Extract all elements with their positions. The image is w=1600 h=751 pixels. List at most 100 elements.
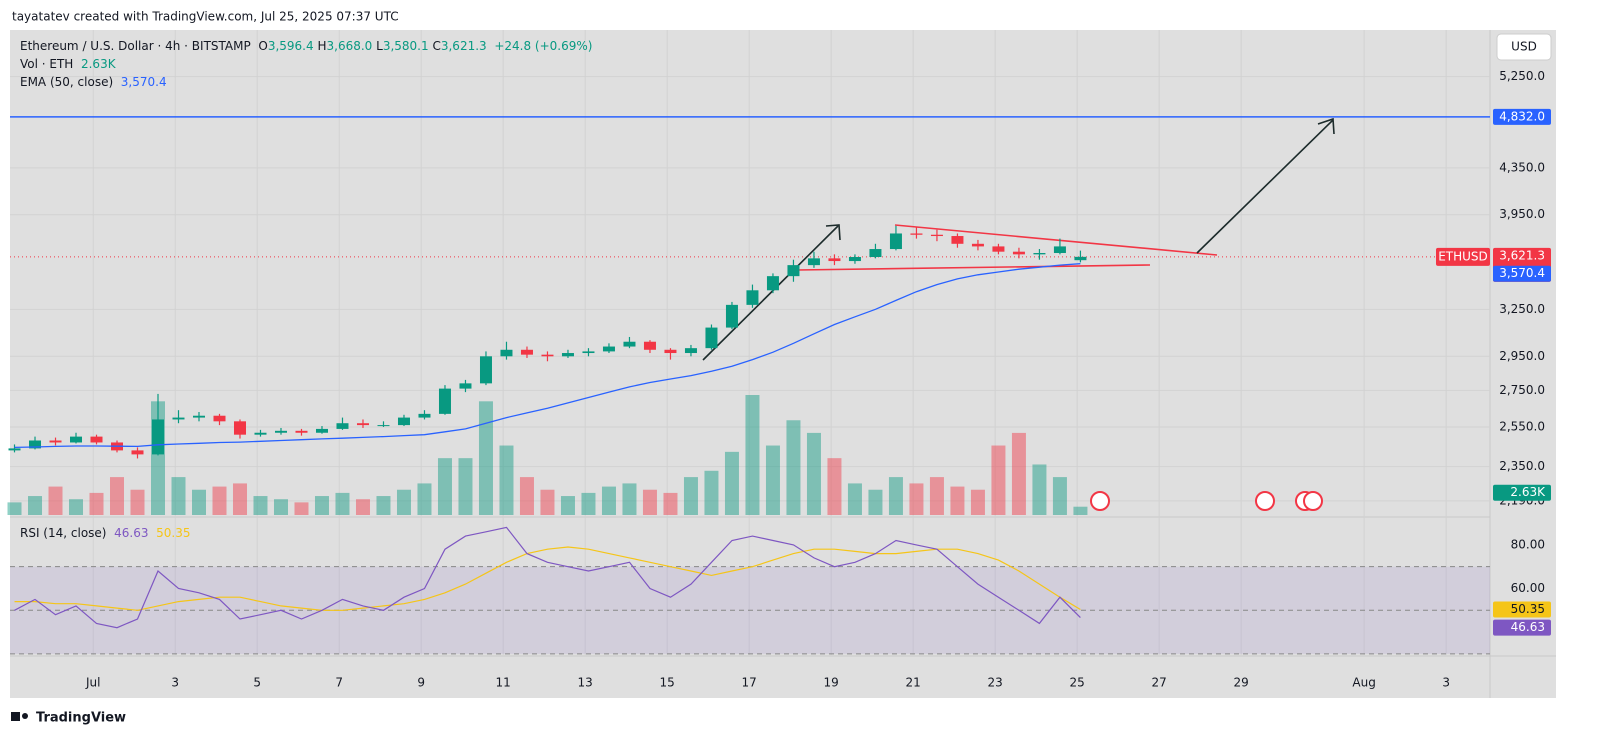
change: +24.8 (+0.69%) (494, 39, 593, 53)
candle-body (623, 341, 636, 347)
volume-bar (1052, 477, 1067, 515)
attribution: tayatatev created with TradingView.com, … (12, 10, 399, 24)
volume-bar (294, 502, 309, 515)
volume-bar (48, 486, 63, 515)
volume-bar (765, 445, 780, 515)
volume-bar (69, 499, 84, 515)
candle-body (418, 413, 431, 418)
candle-body (541, 354, 554, 357)
legend-label: EMA (50, close) (20, 75, 114, 89)
volume-bar (396, 489, 411, 515)
ohlc-value: 3,621.3 (440, 39, 487, 53)
ohlc-key: O (258, 39, 268, 53)
volume-bar (499, 445, 514, 515)
candle-body (70, 436, 83, 443)
event-icon[interactable] (1255, 491, 1275, 511)
x-tick-label: 23 (988, 676, 1003, 690)
candle-body (479, 356, 492, 384)
symbol-label-bg (1436, 247, 1490, 266)
rsi-ma-line (14, 546, 1081, 611)
candle-body (930, 234, 943, 237)
x-tick-label: 15 (660, 676, 675, 690)
legend-value: 2.63K (80, 57, 116, 71)
event-icon[interactable] (1303, 491, 1323, 511)
candle-body (274, 430, 287, 433)
candle-body (459, 383, 472, 389)
legend-ema: EMA (50, close) 3,570.4 (20, 75, 167, 89)
volume-bar (519, 477, 534, 515)
ema-label-bg (1493, 265, 1551, 282)
candle-body (49, 440, 62, 443)
ohlc: O3,596.4 H3,668.0 L3,580.1 C3,621.3 +24.… (255, 39, 593, 53)
volume-bar (724, 451, 739, 515)
ohlc-value: 3,596.4 (267, 39, 314, 53)
y-tick-label: 4,350.0 (1499, 160, 1545, 174)
y-tick-label: 2,750.0 (1499, 383, 1545, 397)
x-tick-label: 5 (253, 676, 261, 690)
volume-bar (130, 489, 145, 515)
candle-body (356, 423, 369, 426)
x-tick-label: 13 (578, 676, 593, 690)
candle-body (336, 423, 349, 429)
candle-body (295, 430, 308, 433)
candle-body (889, 233, 902, 250)
volume-bar (1073, 506, 1088, 515)
y-tick-label: 5,250.0 (1499, 69, 1545, 83)
ohlc-value: 3,668.0 (326, 39, 373, 53)
legend-label: Vol · ETH (20, 57, 74, 71)
volume-bar (888, 477, 903, 515)
x-tick-label: 3 (1442, 676, 1450, 690)
rsi-label-bg (1493, 619, 1551, 636)
volume-bar (1032, 464, 1047, 515)
volume-bar (745, 395, 760, 515)
legend-value: 3,570.4 (120, 75, 167, 89)
volume-bar (786, 420, 801, 515)
trend-arrow (702, 225, 839, 361)
x-tick-label: 17 (742, 676, 757, 690)
candle-body (848, 257, 861, 262)
rsi-ma-label-bg (1493, 601, 1551, 618)
candle-body (233, 421, 246, 435)
candle-body (869, 249, 882, 258)
candle-body (1053, 246, 1066, 254)
candle-body (315, 428, 328, 433)
candle-body (602, 346, 615, 352)
legend-value: 46.63 (114, 526, 149, 540)
volume-bar (683, 477, 698, 515)
volume-bar (929, 477, 944, 515)
candle-body (254, 432, 267, 435)
volume-bar (622, 483, 637, 515)
candle-body (992, 246, 1005, 252)
currency-button[interactable] (1496, 33, 1552, 61)
ohlc-value: 3,580.1 (382, 39, 429, 53)
legend-rsi: RSI (14, close) 46.63 50.35 (20, 526, 190, 540)
candle-body (684, 348, 697, 354)
candle-body (131, 450, 144, 455)
candle-body (582, 351, 595, 354)
x-tick-label: 25 (1070, 676, 1085, 690)
legend-volume: Vol · ETH 2.63K (20, 57, 116, 71)
candle-body (192, 415, 205, 418)
volume-bar (89, 492, 104, 515)
volume-bar (847, 483, 862, 515)
candle-body (561, 353, 574, 357)
volume-bar (110, 477, 125, 515)
candle-body (664, 349, 677, 354)
x-tick-label: 21 (906, 676, 921, 690)
legend-label: RSI (14, close) (20, 526, 107, 540)
volume-bar (191, 489, 206, 515)
volume-bar (950, 486, 965, 515)
volume-label-bg (1493, 484, 1551, 501)
event-icon[interactable] (1090, 491, 1110, 511)
rsi-tick-label: 60.00 (1511, 581, 1545, 595)
candle-body (29, 440, 42, 449)
currency-label: USD (1511, 40, 1537, 54)
volume-bar (376, 496, 391, 515)
volume-bar (253, 496, 268, 515)
volume-bar (232, 483, 247, 515)
candle-body (377, 425, 390, 427)
event-icons (1090, 491, 1323, 511)
volume-bar (868, 489, 883, 515)
